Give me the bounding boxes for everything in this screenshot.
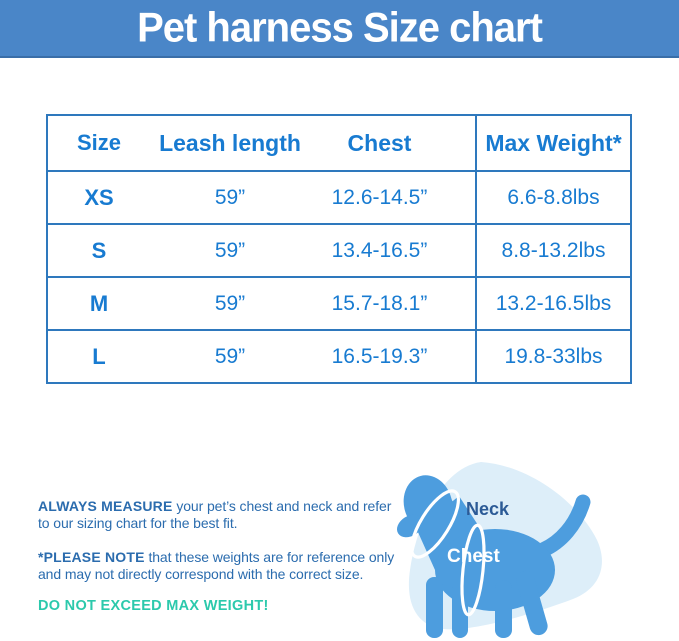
col-header-chest: Chest [347,129,412,156]
table-header-row: Size Leash length Chest Max Weight* [48,116,630,170]
cell-leash: 59” [214,291,246,315]
cell-weight: 19.8-33lbs [475,331,630,382]
cell-leash: 59” [214,238,246,262]
cell-chest: 12.6-14.5” [331,185,428,209]
cell-size: M [89,290,109,316]
chest-measure-line [460,523,486,617]
chest-label: Chest [447,546,500,567]
cell-leash: 59” [214,185,246,209]
cell-chest: 15.7-18.1” [331,291,428,315]
col-header-max-weight: Max Weight* [475,116,630,170]
table-row-l: L 59” 16.5-19.3” 19.8-33lbs [48,329,630,382]
cell-leash: 59” [214,344,246,368]
cell-chest: 13.4-16.5” [331,238,428,262]
neck-measure-line [410,489,460,559]
cell-size: L [92,343,106,369]
note-please-note-text: that these weights are for reference onl… [38,549,395,583]
max-weight-warning: DO NOT EXCEED MAX WEIGHT! [38,598,269,615]
title-banner: Pet harness Size chart [0,0,679,58]
table-row-m: M 59” 15.7-18.1” 13.2-16.5lbs [48,276,630,329]
dog-front-leg [426,577,443,638]
dog-hind-leg [495,580,512,638]
note-always-measure-lead: ALWAYS MEASURE [38,498,173,514]
dog-front-leg-2 [452,580,468,638]
cell-chest: 16.5-19.3” [331,344,428,368]
note-always-measure-text: your pet’s chest and neck and refer to o… [38,498,392,532]
neck-label: Neck [466,499,510,519]
cell-weight: 8.8-13.2lbs [475,225,630,276]
note-please-note: *PLEASE NOTE that these weights are for … [38,549,438,583]
cell-size: S [91,237,107,263]
dog-hind-leg-2 [516,570,548,636]
cell-weight: 6.6-8.8lbs [475,172,630,223]
cell-size: XS [84,184,114,210]
table-row-s: S 59” 13.4-16.5” 8.8-13.2lbs [48,223,630,276]
col-header-size: Size [76,130,122,155]
note-please-note-lead: *PLEASE NOTE [38,549,145,566]
note-always-measure: ALWAYS MEASURE your pet’s chest and neck… [38,498,438,532]
col-header-leash: Leash length [159,129,301,156]
table-row-xs: XS 59” 12.6-14.5” 6.6-8.8lbs [48,170,630,223]
cell-weight: 13.2-16.5lbs [475,278,630,329]
size-chart-table: Size Leash length Chest Max Weight* XS 5… [46,114,632,384]
dog-measurement-diagram: Neck Chest [396,462,602,638]
notes-block: ALWAYS MEASURE your pet’s chest and neck… [38,498,438,616]
dog-tail [535,494,591,558]
page-title: Pet harness Size chart [137,5,543,51]
